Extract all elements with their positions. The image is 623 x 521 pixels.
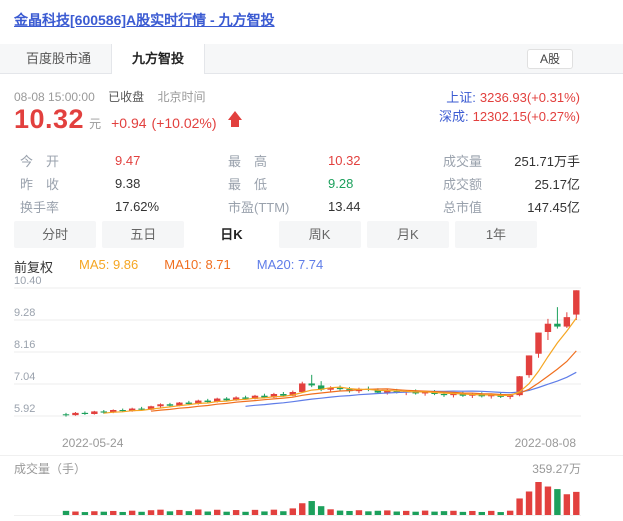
index-shenzhen[interactable]: 深成: 12302.15(+0.27%): [439, 107, 580, 126]
period-tab-monthly-k[interactable]: 月K: [366, 221, 449, 248]
index-shanghai-label: 上证:: [446, 90, 476, 105]
stat-volume: 成交量 251.71万手: [443, 154, 580, 169]
timezone-label: 北京时间: [157, 90, 206, 104]
stat-amount: 成交额 25.17亿: [443, 177, 580, 192]
period-tab-minute[interactable]: 分时: [14, 221, 97, 248]
svg-text:9.28: 9.28: [14, 307, 35, 319]
period-tab-daily-k[interactable]: 日K: [190, 221, 273, 248]
volume-max-label: 359.27万: [532, 462, 581, 476]
stat-turnover-rate: 换手率 17.62%: [20, 199, 160, 215]
section-divider: [0, 455, 623, 456]
stat-pe-ttm: 市盈(TTM) 13.44: [228, 199, 361, 215]
period-tab-weekly-k[interactable]: 周K: [278, 221, 361, 248]
x-axis-end-date: 2022-08-08: [514, 436, 576, 450]
period-tabbar: 分时 五日 日K 周K 月K 1年: [14, 221, 538, 248]
price-unit: 元: [89, 117, 102, 131]
svg-text:7.04: 7.04: [14, 371, 35, 383]
svg-text:8.16: 8.16: [14, 339, 35, 351]
source-tabbar: 百度股市通 九方智投 A股: [0, 44, 623, 74]
price-change-pct: (+10.02%): [151, 115, 217, 131]
stock-title-link[interactable]: 金晶科技[600586]A股实时行情 - 九方智投: [14, 12, 275, 28]
kline-chart[interactable]: 10.40 9.28 8.16 7.04 5.92: [0, 275, 623, 434]
tab-jiufang[interactable]: 九方智投: [111, 44, 206, 74]
quote-time: 08-08 15:00:00: [14, 90, 95, 104]
quote-status-row: 08-08 15:00:00 已收盘 北京时间: [14, 88, 205, 105]
stat-open: 今 开 9.47: [20, 153, 141, 169]
current-price: 10.32: [14, 104, 85, 134]
stat-low: 最 低 9.28: [228, 176, 354, 192]
ma10-legend: MA10: 8.71: [164, 257, 231, 272]
svg-text:5.92: 5.92: [14, 403, 35, 415]
index-shanghai[interactable]: 上证: 3236.93(+0.31%): [439, 88, 580, 107]
volume-chart[interactable]: [0, 478, 623, 521]
stat-high: 最 高 10.32: [228, 153, 361, 169]
adjust-mode-selector[interactable]: 前复权: [14, 260, 54, 275]
ma5-legend: MA5: 9.86: [79, 257, 139, 272]
ma20-legend: MA20: 7.74: [256, 257, 324, 272]
volume-title: 成交量（手）: [14, 462, 87, 476]
period-tab-5day[interactable]: 五日: [102, 221, 185, 248]
stats-column-3: 成交量 251.71万手 成交额 25.17亿 总市值 147.45亿: [443, 149, 580, 218]
market-state: 已收盘: [108, 90, 145, 104]
index-shenzhen-value: 12302.15(+0.27%): [472, 109, 580, 124]
stat-prev-close: 昨 收 9.38: [20, 176, 141, 192]
period-tab-1year[interactable]: 1年: [454, 221, 538, 248]
index-shanghai-value: 3236.93(+0.31%): [479, 90, 580, 105]
stat-market-cap: 总市值 147.45亿: [443, 200, 580, 215]
stats-column-1: 今 开 9.47 昨 收 9.38 换手率 17.62%: [20, 149, 170, 218]
index-quotes: 上证: 3236.93(+0.31%) 深成: 12302.15(+0.27%): [439, 88, 580, 126]
tab-baidu-market[interactable]: 百度股市通: [26, 51, 92, 66]
indicator-row: 前复权 MA5: 9.86 MA10: 8.71 MA20: 7.74: [14, 257, 323, 276]
up-arrow-icon: [227, 111, 243, 128]
index-shenzhen-label: 深成:: [439, 109, 469, 124]
price-change: +0.94: [111, 115, 147, 131]
stats-column-2: 最 高 10.32 最 低 9.28 市盈(TTM) 13.44: [228, 149, 428, 218]
market-badge: A股: [526, 48, 573, 69]
price-row: 10.32 元 +0.94 (+10.02%): [14, 104, 243, 135]
svg-text:10.40: 10.40: [14, 276, 42, 287]
x-axis-start-date: 2022-05-24: [62, 436, 124, 450]
